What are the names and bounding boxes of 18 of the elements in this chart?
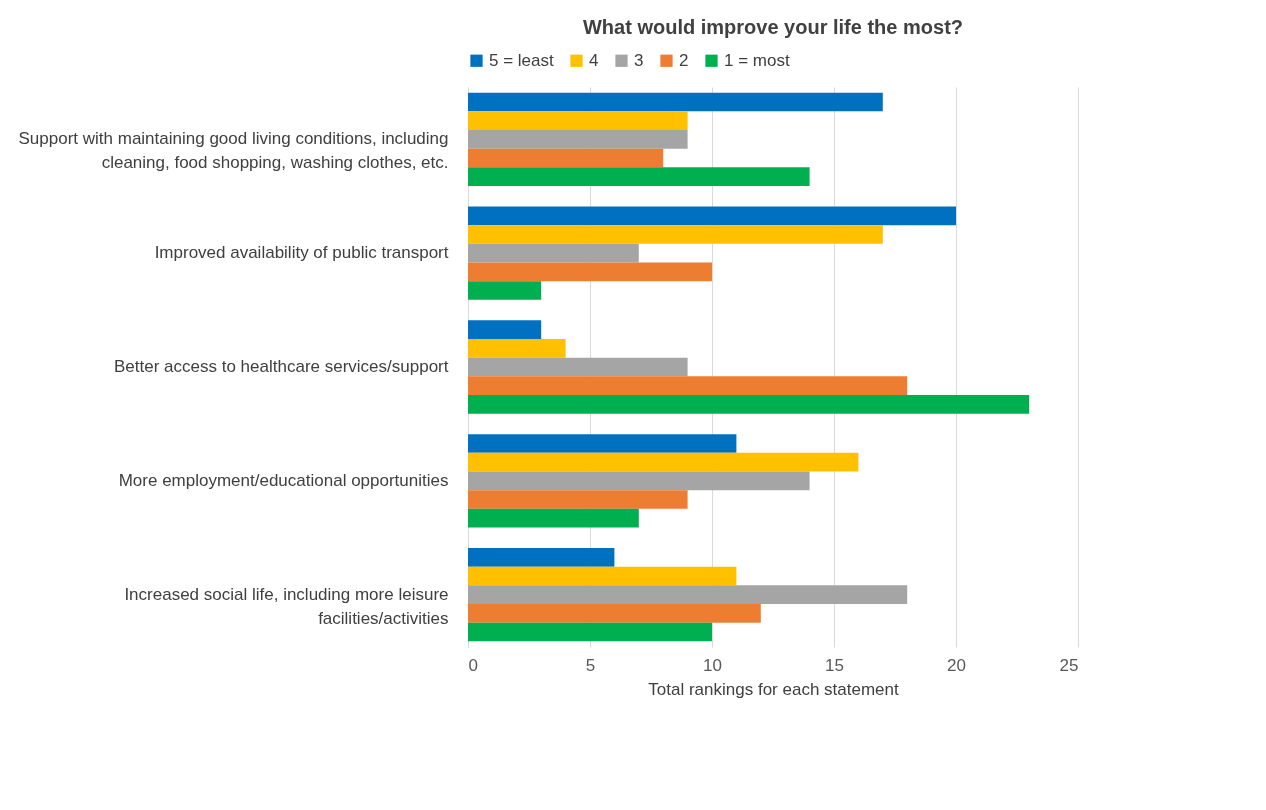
x-tick-label: 5 xyxy=(585,655,596,675)
legend-label: 2 xyxy=(679,50,689,70)
x-tick-label: 15 xyxy=(825,655,844,675)
y-tick-label: Increased social life, including more leisure facilities/activities xyxy=(124,584,449,628)
y-tick-label: More employment/educational opportunities xyxy=(118,470,449,490)
x-axis-title: Total rankings for each statement xyxy=(648,679,899,699)
chart-title: What would improve your life the most? xyxy=(582,16,964,38)
x-tick-label: 10 xyxy=(703,655,722,675)
y-tick-label: Support with maintaining good living conditions, including cleaning, food shopping, washing clothes, etc. xyxy=(18,129,449,173)
legend-label: 1 = most xyxy=(724,50,790,70)
x-tick-label: 20 xyxy=(947,655,966,675)
x-tick-label: 25 xyxy=(1059,655,1079,675)
legend-label: 3 xyxy=(634,50,644,70)
legend-label: 4 xyxy=(589,50,599,70)
y-tick-label: Better access to healthcare services/support xyxy=(114,357,449,376)
y-tick-label: Improved availability of public transport xyxy=(154,243,449,263)
x-tick-label: 0 xyxy=(468,655,478,675)
legend-label: 5 = least xyxy=(489,50,555,70)
